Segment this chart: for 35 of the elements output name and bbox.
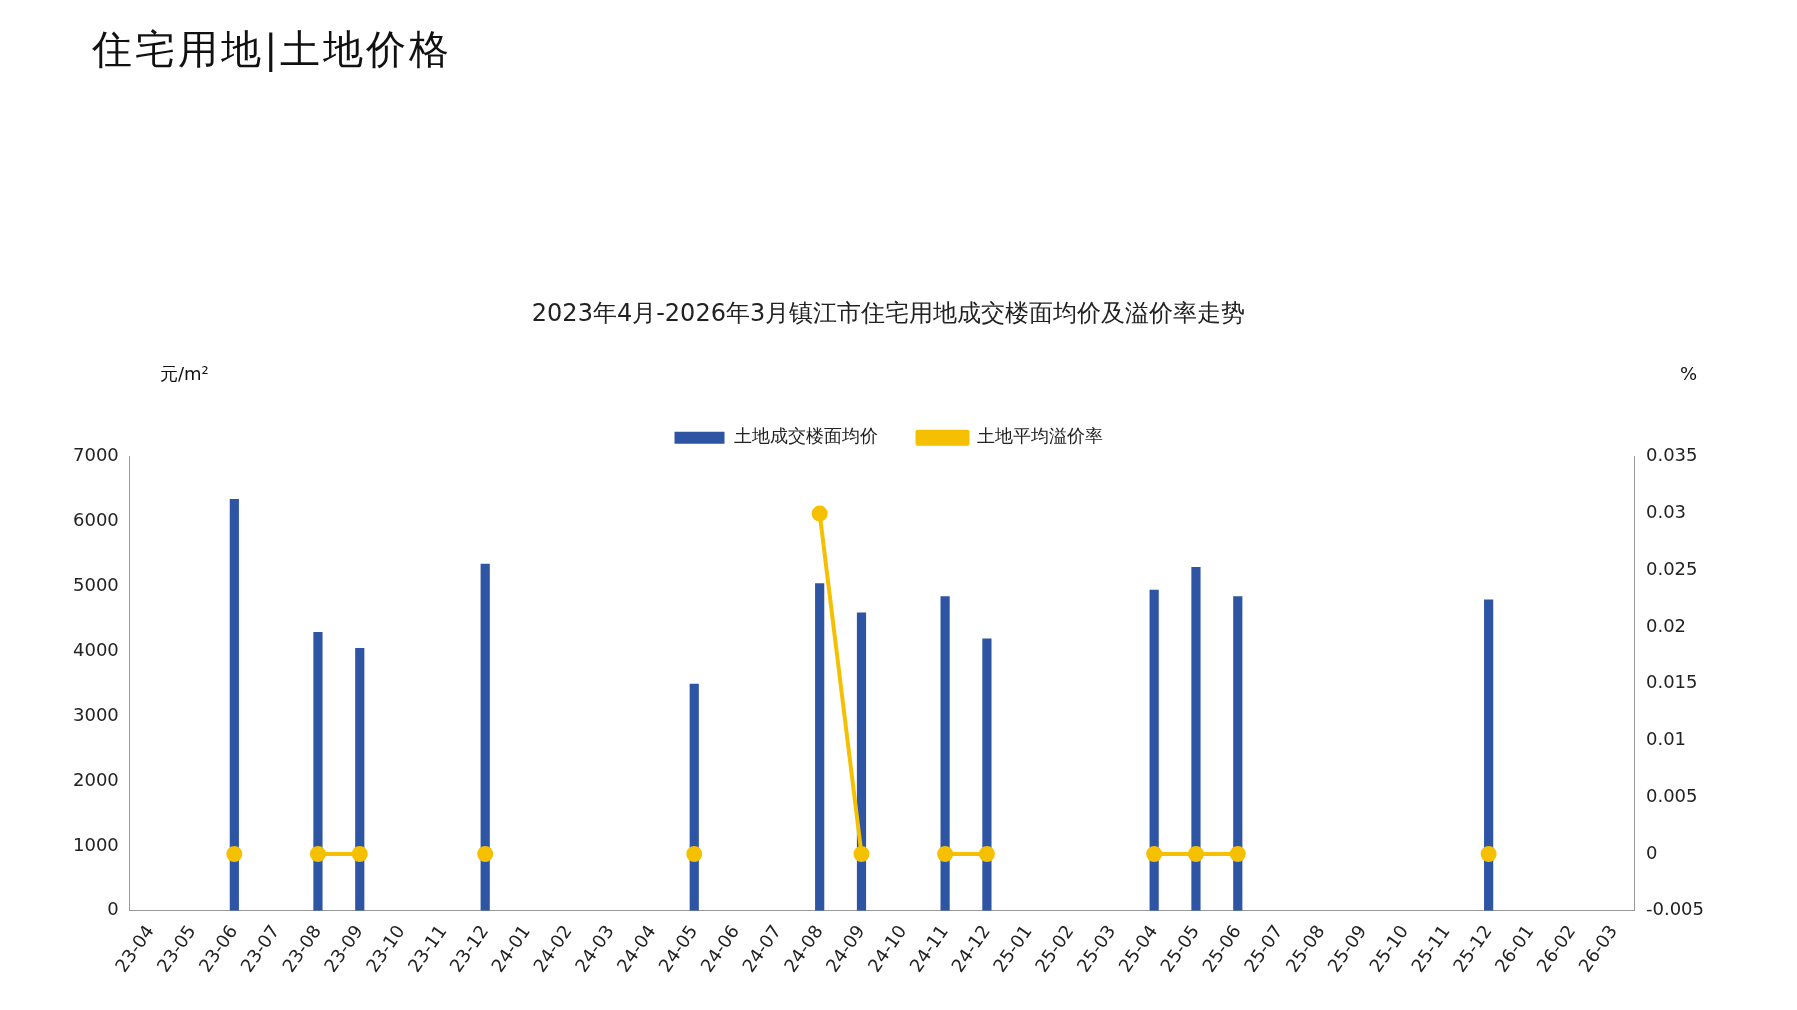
y2-tick-label: 0.005 [1645, 784, 1698, 806]
y2-tick-label: 0.02 [1645, 614, 1687, 636]
legend-label: 土地成交楼面均价 [733, 425, 878, 447]
y-tick-label: 3000 [73, 703, 119, 725]
y2-axis-title: % [1679, 363, 1697, 385]
y-tick-label: 6000 [73, 509, 119, 531]
bar [313, 631, 323, 911]
y2-tick-label: 0 [1645, 841, 1658, 863]
bar [982, 638, 992, 911]
y2-tick-label: 0.01 [1645, 728, 1687, 750]
bar [689, 683, 699, 911]
bar [940, 596, 950, 911]
bar [1191, 567, 1201, 911]
chart-title: 2023年4月-2026年3月镇江市住宅用地成交楼面均价及溢价率走势 [531, 298, 1246, 327]
bar [229, 498, 239, 911]
bar [815, 583, 825, 911]
y-tick-label: 4000 [73, 639, 119, 661]
y2-tick-label: 0.03 [1645, 501, 1687, 523]
y2-tick-label: 0.035 [1645, 444, 1698, 466]
y-tick-label: 1000 [73, 833, 119, 855]
bar [1233, 596, 1243, 911]
bar [1149, 589, 1159, 911]
y2-tick-label: 0.015 [1645, 671, 1698, 693]
y-axis-title: 元/m² [160, 363, 209, 385]
text: 住宅用地|土地价格 [92, 25, 453, 74]
y2-tick-label: -0.005 [1645, 898, 1705, 920]
bar [355, 648, 365, 911]
y-tick-label: 2000 [73, 768, 119, 790]
bar [480, 563, 490, 911]
y2-tick-label: 0.025 [1645, 557, 1698, 579]
bar [1484, 599, 1494, 911]
legend-label: 土地平均溢价率 [976, 425, 1103, 447]
y-tick-label: 7000 [73, 444, 119, 466]
y-tick-label: 0 [107, 898, 119, 920]
y-tick-label: 5000 [73, 574, 119, 596]
